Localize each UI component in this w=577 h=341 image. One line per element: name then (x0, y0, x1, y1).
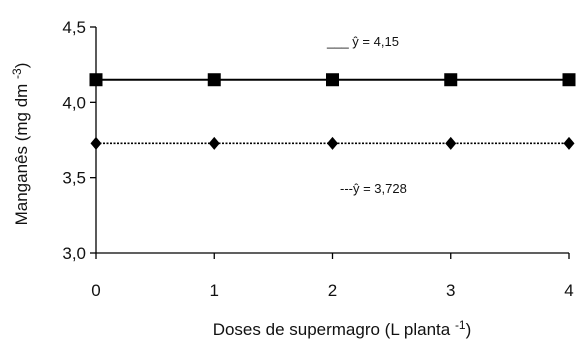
square-marker (562, 73, 576, 87)
diamond-marker (327, 136, 338, 150)
square-marker (207, 73, 221, 87)
diamond-marker (445, 136, 457, 150)
diamond-marker (208, 136, 220, 150)
x-tick-label: 1 (210, 281, 219, 300)
y-tick-label: 4,0 (62, 93, 86, 112)
x-axis-title: Doses de supermagro (L planta -1) (213, 318, 472, 339)
diamond-marker (90, 136, 102, 150)
x-tick-label: 4 (564, 281, 573, 300)
square-marker (444, 73, 458, 87)
y-axis-title: Manganês (mg dm -3) (10, 63, 31, 226)
annotation-series-1: ___ ŷ = 4,15 (326, 34, 399, 49)
fit-lines (96, 78, 569, 145)
y-tick-label: 3,5 (62, 169, 86, 188)
x-tick-label: 2 (328, 281, 337, 300)
x-tick-labels: 0 1 2 3 4 (91, 281, 573, 300)
annotation-series-2: ---ŷ = 3,728 (340, 181, 407, 196)
y-tick-label: 4,5 (62, 18, 86, 37)
square-marker (89, 73, 103, 87)
y-tick-label: 3,0 (62, 244, 86, 263)
x-tick-label: 0 (91, 281, 100, 300)
x-tick-label: 3 (446, 281, 455, 300)
diamond-marker (563, 136, 575, 150)
square-marker (326, 73, 339, 87)
y-tick-labels: 3,0 3,5 4,0 4,5 (62, 18, 86, 263)
data-points (89, 73, 576, 150)
